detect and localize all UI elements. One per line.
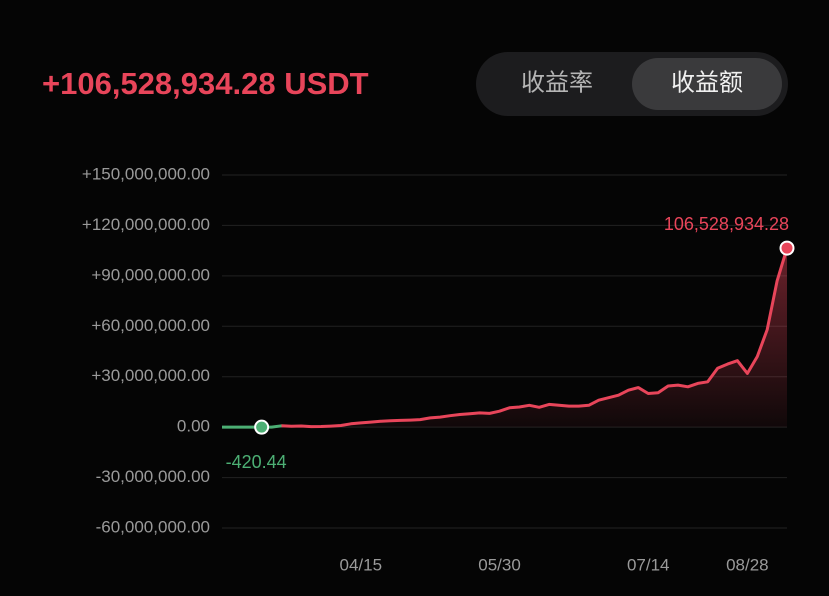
- tab[interactable]: 收益率: [521, 69, 593, 96]
- y-tick-label: -30,000,000.00: [96, 467, 210, 486]
- y-tick-label: +120,000,000.00: [82, 215, 210, 234]
- y-tick-label: +60,000,000.00: [91, 316, 210, 335]
- point-marker: [254, 419, 270, 435]
- value-label: 106,528,934.28: [664, 214, 789, 234]
- line: [222, 247, 789, 429]
- x-tick-label: 05/30: [478, 555, 521, 574]
- y-tick-label: +150,000,000.00: [82, 164, 210, 183]
- area: [222, 248, 787, 428]
- y-tick-label: +90,000,000.00: [91, 265, 210, 284]
- x-tick-label: 07/14: [627, 555, 670, 574]
- y-tick-label: -60,000,000.00: [96, 517, 210, 536]
- tab[interactable]: 收益额: [671, 69, 743, 96]
- point-marker: [779, 240, 795, 256]
- total-profit: +106,528,934.28 USDT: [42, 66, 369, 101]
- value-label: -420.44: [226, 452, 287, 472]
- x-tick-label: 08/28: [726, 555, 769, 574]
- y-tick-label: +30,000,000.00: [91, 366, 210, 385]
- y-tick-label: 0.00: [177, 417, 210, 436]
- x-tick-label: 04/15: [339, 555, 382, 574]
- tab-active-bg[interactable]: [632, 58, 782, 110]
